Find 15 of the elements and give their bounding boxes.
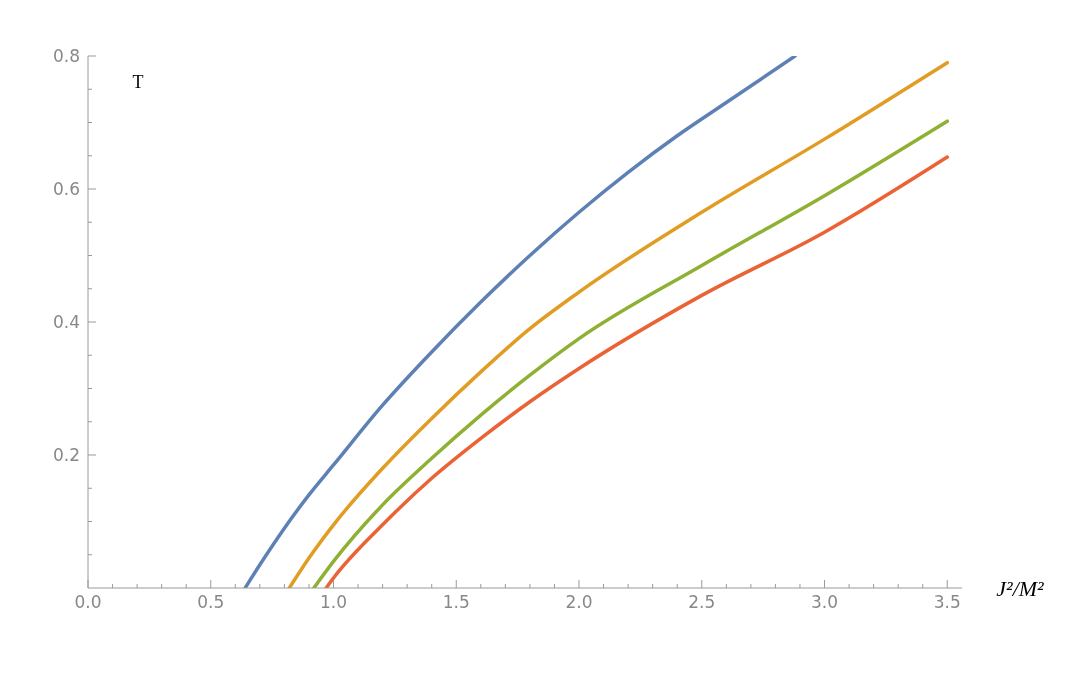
y-tick-label: 0.2: [52, 445, 80, 465]
x-tick-label: 1.5: [442, 592, 470, 612]
x-axis-title: J²/M²: [996, 576, 1045, 601]
x-tick-label: 0.0: [74, 592, 102, 612]
y-tick-label: 0.6: [52, 179, 80, 199]
x-tick-label: 2.0: [565, 592, 593, 612]
line-series: [243, 56, 797, 588]
x-tick-label: 0.5: [197, 592, 225, 612]
y-tick-label: 0.8: [52, 46, 80, 66]
y-axis-title: T: [132, 72, 144, 92]
y-tick-label: 0.4: [52, 312, 80, 332]
x-tick-label: 3.5: [933, 592, 961, 612]
x-tick-label: 1.0: [319, 592, 348, 612]
x-tick-label: 2.5: [688, 592, 716, 612]
x-tick-label: 3.0: [810, 592, 839, 612]
